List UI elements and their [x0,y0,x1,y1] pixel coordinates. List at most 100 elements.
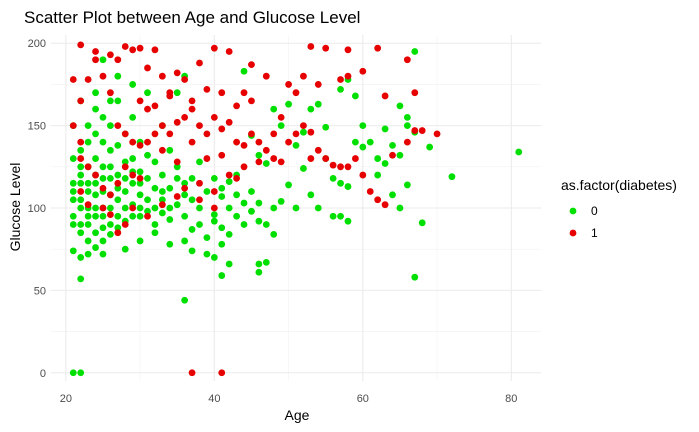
data-point-series-1 [114,179,122,187]
data-point-series-0 [196,158,203,166]
data-point-series-0 [166,216,174,223]
data-point-series-0 [151,221,159,228]
data-point-series-1 [144,138,151,146]
data-point-series-0 [307,191,315,199]
data-point-series-1 [158,146,166,154]
data-point-series-1 [210,44,218,52]
data-point-series-0 [173,89,181,97]
data-point-series-0 [106,204,114,212]
data-point-series-1 [292,89,300,97]
data-point-series-0 [173,201,181,209]
data-point-series-1 [173,69,181,77]
data-point-series-0 [84,138,92,146]
data-point-series-0 [396,204,404,212]
data-point-series-0 [337,85,344,93]
data-point-series-0 [225,204,233,212]
data-point-series-0 [196,204,203,212]
data-point-series-0 [255,268,263,276]
data-point-series-0 [106,122,114,130]
data-point-series-1 [314,146,322,154]
data-point-series-0 [218,224,226,232]
data-point-series-0 [292,141,300,149]
legend-marker-0 [569,207,577,215]
axis-ticks: 20 40 60 80 0 50 100 150 200 [28,38,518,405]
data-point-series-0 [411,48,419,55]
data-point-series-1 [136,141,144,149]
data-point-series-1 [210,204,218,212]
data-point-series-1 [344,163,352,171]
data-point-series-0 [210,254,218,261]
data-point-series-0 [248,207,255,215]
data-point-series-0 [77,179,85,187]
data-point-series-1 [158,122,166,130]
data-point-series-0 [396,102,404,110]
legend-marker-1 [569,229,577,237]
data-point-series-1 [129,46,137,54]
data-point-series-0 [114,184,122,192]
data-point-series-0 [203,234,211,242]
data-point-series-0 [129,212,137,220]
data-point-series-0 [262,258,270,266]
data-point-series-1 [129,171,137,179]
data-point-series-1 [285,81,292,88]
data-point-series-1 [433,130,441,138]
data-point-series-0 [77,163,85,171]
data-point-series-0 [188,196,196,204]
data-point-series-1 [248,97,255,105]
data-point-series-1 [129,138,137,146]
data-point-series-0 [329,174,337,182]
data-point-series-0 [233,212,241,220]
data-point-series-0 [277,198,285,205]
data-point-series-0 [99,250,107,258]
data-point-series-1 [218,369,226,377]
data-point-series-0 [77,204,85,212]
data-point-series-0 [374,171,382,179]
data-point-series-1 [248,61,255,69]
data-point-series-0 [99,212,107,220]
data-point-series-0 [151,158,159,166]
data-point-series-1 [344,72,352,80]
data-point-series-1 [218,125,226,133]
data-point-series-0 [225,260,233,268]
data-point-series-0 [203,250,211,258]
data-point-series-0 [114,196,122,204]
data-point-series-0 [270,204,278,212]
data-point-series-0 [129,113,137,121]
x-tick-label: 20 [60,393,72,405]
x-tick-label: 60 [357,393,369,405]
data-point-series-0 [114,212,122,220]
data-point-series-1 [403,138,411,146]
data-point-series-0 [225,230,233,238]
data-point-series-0 [69,196,77,204]
data-point-series-1 [329,161,337,169]
data-point-series-1 [92,171,99,179]
x-axis-title: Age [285,407,310,423]
data-point-series-0 [121,158,129,166]
data-point-series-0 [99,56,107,64]
data-point-series-0 [248,188,255,195]
data-point-series-0 [77,254,85,261]
data-point-series-0 [314,204,322,212]
data-point-series-1 [114,229,122,237]
data-point-series-1 [196,122,203,130]
data-point-series-0 [158,209,166,217]
data-point-series-1 [277,158,285,166]
data-point-series-0 [84,237,92,245]
data-point-series-0 [158,188,166,195]
data-point-series-1 [188,97,196,105]
data-point-series-0 [337,179,344,187]
data-point-series-0 [136,237,144,245]
data-point-series-1 [181,76,189,83]
data-point-series-1 [337,76,344,83]
data-point-series-0 [344,183,352,190]
data-point-series-0 [114,72,122,80]
data-point-series-1 [129,204,137,212]
data-point-series-1 [136,97,144,105]
data-point-series-1 [210,188,218,195]
data-point-series-0 [77,229,85,237]
data-point-series-0 [210,211,218,218]
legend: as.factor(diabetes) 01 [561,177,677,240]
data-point-series-1 [255,158,263,166]
data-point-series-0 [300,165,307,172]
y-tick-label: 100 [28,203,46,215]
